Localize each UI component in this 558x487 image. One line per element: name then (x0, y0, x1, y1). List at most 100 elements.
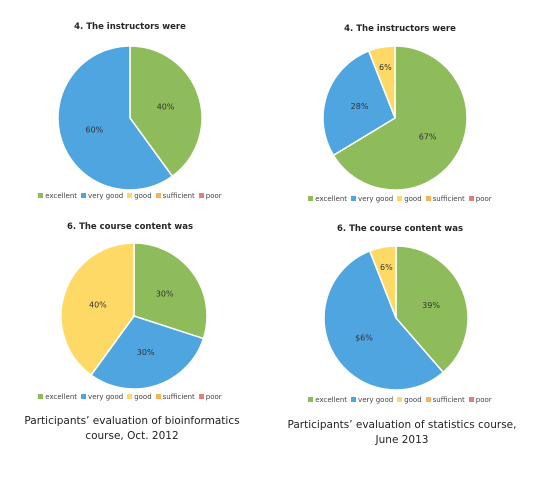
legend: excellent very good good sufficient poor (280, 195, 520, 203)
legend-swatch (81, 393, 87, 399)
chart-panel-4: 6. The course content was 39% $6% 6% excel… (280, 224, 520, 424)
legend: excellent very good good sufficient poor (280, 396, 520, 404)
legend-swatch (155, 192, 161, 198)
pie-slice-very-good (90, 315, 205, 390)
legend-swatch (425, 195, 431, 201)
data-label: 6% (380, 263, 393, 272)
legend-swatch (198, 393, 204, 399)
legend-item: poor (198, 192, 222, 200)
legend-item: good (127, 192, 152, 200)
caption-statistics: Participants’ evaluation of statistics c… (287, 419, 517, 446)
legend-label: good (134, 393, 152, 401)
data-label: 6% (379, 63, 392, 72)
legend-swatch (127, 192, 133, 198)
pie-slice-good (367, 45, 396, 119)
legend-swatch (155, 393, 161, 399)
legend-swatch (81, 192, 87, 198)
data-label: 40% (89, 300, 107, 309)
legend-item: excellent (308, 195, 347, 203)
chart-panel-1: 4. The instructors were 40% 60% excellent… (10, 22, 250, 222)
data-label: 67% (419, 132, 437, 141)
legend-label: poor (475, 396, 492, 404)
legend-item: excellent (38, 393, 77, 401)
caption-bioinformatics: Participants’ evaluation of bioinformati… (24, 415, 240, 442)
pie-slice-excellent (332, 45, 468, 191)
legend-item: very good (351, 195, 393, 203)
legend-label: good (404, 195, 422, 203)
pie-slice-good (368, 245, 397, 319)
pie-chart: 67% 28% 6% (322, 45, 468, 191)
legend-item: very good (81, 393, 123, 401)
legend-swatch (38, 192, 44, 198)
chart-panel-2: 4. The instructors were 67% 28% 6% excelle… (280, 24, 520, 224)
legend-label: sufficient (432, 195, 465, 203)
legend-item: excellent (38, 192, 77, 200)
legend-item: poor (468, 195, 492, 203)
chart-title: 6. The course content was (66, 222, 194, 232)
legend-label: very good (358, 195, 394, 203)
legend-label: very good (88, 192, 124, 200)
legend-item: sufficient (425, 396, 465, 404)
legend-label: sufficient (162, 393, 195, 401)
chart-title: 4. The instructors were (344, 24, 456, 34)
legend-item: excellent (308, 396, 347, 404)
legend-item: sufficient (155, 192, 195, 200)
legend-label: good (404, 396, 422, 404)
legend-label: excellent (315, 195, 348, 203)
legend-item: very good (81, 192, 123, 200)
chart-title: 6. The course content was (336, 224, 464, 234)
legend-label: poor (475, 195, 492, 203)
legend-item: poor (198, 393, 222, 401)
legend-item: sufficient (155, 393, 195, 401)
pie-slice-good (60, 242, 135, 377)
legend-label: poor (205, 192, 222, 200)
legend-swatch (351, 396, 357, 402)
legend-swatch (308, 396, 314, 402)
legend-swatch (468, 396, 474, 402)
pie-slice-excellent (133, 242, 208, 340)
legend-swatch (351, 195, 357, 201)
legend-item: very good (351, 396, 393, 404)
legend-item: poor (468, 396, 492, 404)
legend-swatch (198, 192, 204, 198)
legend-item: good (127, 393, 152, 401)
legend-swatch (308, 195, 314, 201)
pie-slice-very-good (322, 49, 396, 157)
legend-swatch (397, 396, 403, 402)
legend-label: sufficient (432, 396, 465, 404)
pie-slice-excellent (395, 245, 469, 374)
legend-item: good (397, 396, 422, 404)
legend-label: excellent (315, 396, 348, 404)
legend-label: poor (205, 393, 222, 401)
chart-title: 4. The instructors were (74, 22, 186, 32)
pie-slice-very-good (57, 45, 174, 191)
legend-swatch (38, 393, 44, 399)
legend: excellent very good good sufficient poor (10, 393, 250, 401)
pie-slice-excellent (129, 45, 203, 178)
legend-label: sufficient (162, 192, 195, 200)
legend-label: good (134, 192, 152, 200)
pie-slice-very-good (323, 249, 445, 391)
data-label: 40% (157, 102, 175, 111)
legend-item: good (397, 195, 422, 203)
data-label: 30% (156, 290, 174, 299)
data-label: 60% (86, 126, 104, 135)
legend-swatch (127, 393, 133, 399)
legend-label: excellent (45, 192, 78, 200)
legend-swatch (425, 396, 431, 402)
pie-chart: 39% $6% 6% (323, 245, 469, 391)
legend-swatch (468, 195, 474, 201)
data-label: $6% (355, 333, 373, 342)
legend-swatch (397, 195, 403, 201)
data-label: 28% (351, 102, 369, 111)
legend-label: very good (358, 396, 394, 404)
legend-item: sufficient (425, 195, 465, 203)
chart-panel-3: 6. The course content was 30% 30% 40% exce… (10, 222, 250, 422)
legend: excellent very good good sufficient poor (10, 192, 250, 200)
legend-label: excellent (45, 393, 78, 401)
data-label: 39% (422, 301, 440, 310)
legend-label: very good (88, 393, 124, 401)
pie-chart: 40% 60% (57, 45, 203, 191)
data-label: 30% (137, 348, 155, 357)
pie-chart: 30% 30% 40% (60, 242, 208, 390)
